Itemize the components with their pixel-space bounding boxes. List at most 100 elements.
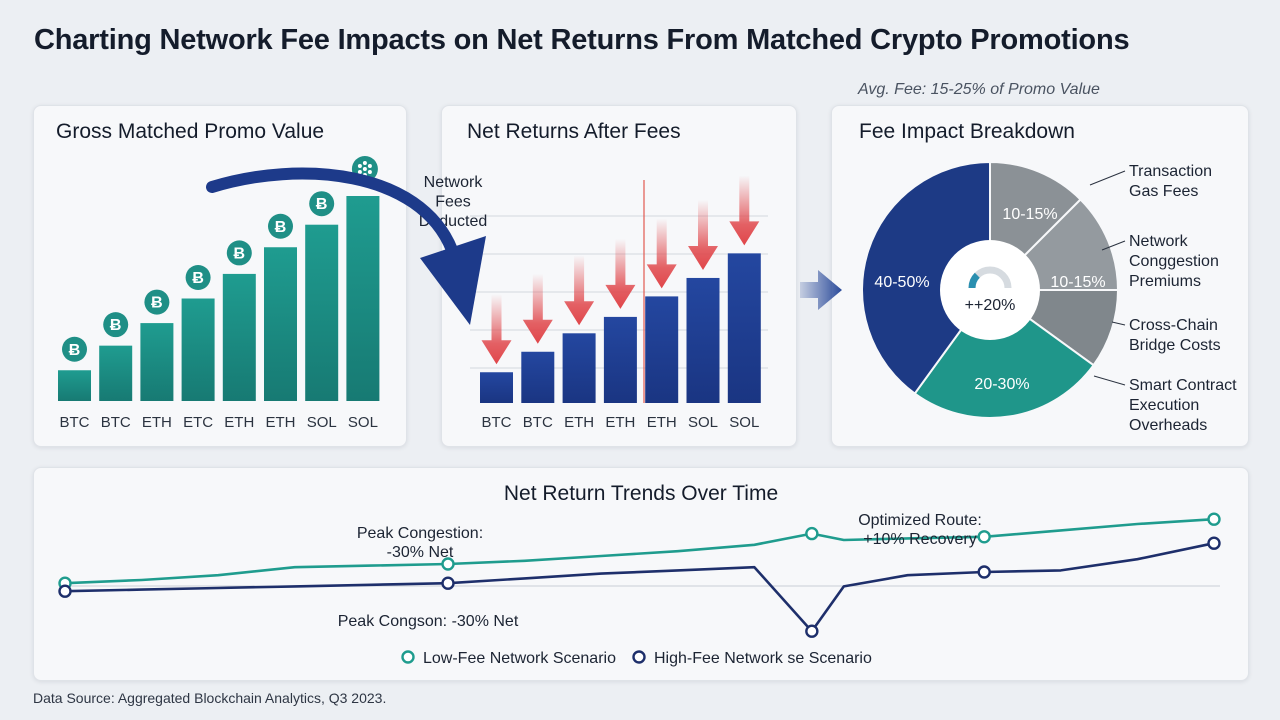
bitcoin-icon [62,336,87,362]
pie-slice [861,160,991,395]
legend-high-fee-label: High-Fee Network se Scenario [654,650,872,667]
solana-icon-dot [362,167,367,171]
fees-deducted-label: Fees [435,194,471,211]
pie-legend-label: Conggestion [1129,253,1219,270]
gross-tick-label: ETH [224,414,254,431]
fee-deduction-arrow [564,255,595,326]
bitcoin-icon [144,289,170,315]
net-bar [686,277,720,403]
gross-bar [140,323,174,401]
net-bar [480,372,513,403]
low-fee-marker [441,557,455,571]
legend-low-fee-label: Low-Fee Network Scenario [423,650,616,667]
net-tick-label: ETH [647,414,677,431]
solana-icon-dot [362,161,367,165]
net-tick-label: BTC [482,414,512,431]
bitcoin-icon-glyph: Ƀ [234,245,246,262]
fee-deduction-arrow [605,238,636,309]
net-bar [645,296,679,403]
gross-bar [99,345,133,401]
bitcoin-icon [226,240,252,266]
legend-high-fee-marker [632,650,646,664]
trend-annotation: +10% Recovery [863,531,976,548]
fee-deduction-arrow [729,175,760,246]
bitcoin-icon-glyph: Ƀ [275,219,287,236]
pie-center-label: ++20% [965,297,1016,314]
gross-bar [58,370,91,401]
low-fee-line [64,517,1215,585]
bitcoin-icon-glyph: Ƀ [316,196,328,213]
gross-bar [346,196,380,401]
pie-center [940,240,1040,340]
gross-tick-label: BTC [60,414,90,431]
bitcoin-icon [309,191,335,217]
high-fee-marker [1207,536,1221,550]
pie-legend-label: Execution [1129,397,1199,414]
gross-chart-title: Gross Matched Promo Value [56,120,325,143]
solana-icon-dot [357,170,362,174]
bitcoin-icon-glyph: Ƀ [192,270,204,287]
solana-icon-dot [367,164,372,168]
pie-legend-label: Network [1129,233,1189,250]
high-fee-marker [805,624,819,638]
page-title: Charting Network Fee Impacts on Net Retu… [34,24,1130,56]
gross-tick-label: ETH [142,414,172,431]
data-source-note: Data Source: Aggregated Blockchain Analy… [33,690,387,706]
fee-chart-title: Fee Impact Breakdown [859,120,1075,143]
net-bar [562,333,596,403]
bitcoin-icon-glyph: Ƀ [69,342,81,359]
trend-chart-title: Net Return Trends Over Time [503,482,779,505]
low-fee-marker [1207,512,1221,526]
gross-value-card: Gross Matched Promo Value [33,105,407,447]
net-bar [727,253,761,403]
trend-annotation: Peak Congson: -30% Net [338,613,519,630]
bitcoin-icon [268,213,293,239]
fee-deduction-arrow [688,199,718,270]
pie-legend-label: Smart Contract [1129,377,1237,394]
net-chart-title: Net Returns After Fees [467,120,681,143]
bitcoin-icon [103,312,129,338]
pie-leader-line [1111,321,1126,326]
low-fee-marker [977,530,991,544]
fee-deduction-arrow [646,218,677,289]
gross-bar [222,273,256,401]
pie-leader-line [1101,240,1126,251]
gross-bar [181,298,215,401]
fee-deduction-arrow [522,273,553,344]
low-fee-marker [805,526,819,541]
pie-legend-label: Gas Fees [1129,183,1198,200]
net-tick-label: SOL [729,414,759,431]
gross-bar [305,224,339,401]
net-bar [603,316,637,403]
gross-bar [264,247,297,401]
bitcoin-icon-glyph: Ƀ [151,295,163,312]
transition-arrow [800,270,842,310]
bitcoin-icon [185,265,211,290]
pie-slice-label: 10-15% [1050,274,1105,291]
pie-legend-label: Transaction [1129,163,1212,180]
center-gauge-fill [968,272,980,289]
gross-tick-label: BTC [101,414,131,431]
curved-flow-arrowhead [420,236,486,325]
high-fee-marker [977,565,991,579]
gross-tick-label: SOL [348,414,378,431]
high-fee-marker [441,576,455,590]
net-bar [521,351,555,403]
legend-low-fee-marker [401,650,415,664]
fee-deduction-arrow [481,294,512,365]
pie-legend-label: Cross-Chain [1129,317,1218,334]
gross-tick-label: ETC [183,414,213,431]
curved-flow-arrow [206,167,458,256]
gross-tick-label: ETH [266,414,296,431]
high-fee-marker [58,584,72,598]
avg-fee-note: Avg. Fee: 15-25% of Promo Value [858,81,1100,98]
pie-legend-label: Bridge Costs [1129,337,1221,354]
pie-legend-label: Premiums [1129,273,1201,290]
high-fee-line [64,541,1215,633]
pie-slice-label: 10-15% [1002,206,1057,223]
fees-deducted-label: Network [424,174,484,191]
pie-leader-line [1089,170,1126,186]
pie-leader-line [1093,375,1126,386]
solana-icon-dot [357,164,362,168]
